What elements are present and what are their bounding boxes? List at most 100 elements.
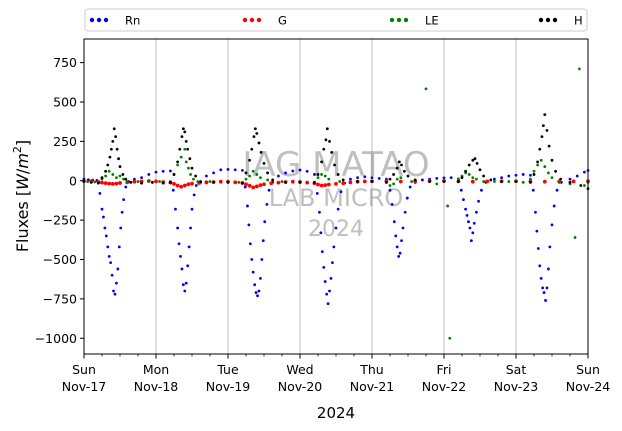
point-le-20 bbox=[189, 173, 192, 176]
legend-marker-rn-1 bbox=[96, 17, 102, 23]
legend-marker-rn-0 bbox=[89, 17, 95, 23]
point-rn-77 bbox=[320, 250, 324, 254]
point-le-8 bbox=[122, 177, 125, 181]
point-rn-20 bbox=[122, 198, 125, 202]
point-rn-86 bbox=[334, 226, 338, 230]
point-le-1 bbox=[93, 180, 97, 184]
point-rn-79 bbox=[323, 280, 327, 283]
point-rn-61 bbox=[259, 277, 262, 280]
point-le-39 bbox=[338, 180, 341, 183]
point-le-28 bbox=[251, 169, 255, 173]
point-rn-5 bbox=[100, 207, 104, 211]
point-rn-50 bbox=[241, 168, 244, 172]
point-g-25 bbox=[218, 179, 223, 184]
point-h-6 bbox=[108, 155, 112, 159]
point-le-63 bbox=[521, 180, 525, 184]
point-rn-147 bbox=[552, 204, 556, 208]
point-le-12 bbox=[158, 180, 162, 183]
xtick-day-4: Thu bbox=[359, 362, 383, 377]
point-rn-66 bbox=[267, 188, 271, 192]
point-rn-46 bbox=[212, 171, 216, 175]
point-rn-143 bbox=[545, 286, 549, 290]
point-rn-101 bbox=[397, 254, 401, 258]
point-rn-8 bbox=[104, 234, 108, 238]
point-h-55 bbox=[328, 139, 331, 143]
point-rn-75 bbox=[318, 210, 321, 214]
point-rn-122 bbox=[471, 231, 475, 235]
xtick-day-7: Sun bbox=[576, 362, 600, 377]
point-h-19 bbox=[161, 181, 165, 185]
legend-box bbox=[84, 8, 588, 32]
point-le-27 bbox=[248, 174, 252, 178]
point-h-51 bbox=[320, 160, 323, 164]
point-rn-132 bbox=[521, 173, 525, 176]
xtick-date-0: Nov-17 bbox=[62, 379, 106, 394]
point-rn-70 bbox=[291, 169, 295, 173]
point-rn-128 bbox=[493, 177, 496, 181]
point-h-12 bbox=[117, 157, 120, 161]
point-h-26 bbox=[183, 130, 187, 134]
point-rn-146 bbox=[550, 223, 554, 227]
point-rn-145 bbox=[548, 245, 552, 249]
legend-marker-g-2 bbox=[256, 17, 262, 23]
point-h-96 bbox=[559, 177, 563, 181]
point-g-10 bbox=[132, 179, 137, 184]
point-rn-47 bbox=[219, 168, 223, 172]
point-rn-27 bbox=[161, 169, 165, 173]
point-rn-109 bbox=[421, 178, 424, 182]
point-rn-121 bbox=[469, 239, 473, 243]
point-h-58 bbox=[336, 173, 340, 176]
data-points bbox=[82, 67, 590, 340]
point-h-48 bbox=[298, 180, 302, 184]
point-rn-7 bbox=[103, 226, 107, 230]
point-rn-19 bbox=[120, 210, 124, 214]
y-label-slash: / bbox=[13, 168, 32, 174]
point-h-61 bbox=[370, 180, 374, 183]
point-g-42 bbox=[316, 182, 320, 187]
point-rn-138 bbox=[538, 264, 542, 268]
point-h-75 bbox=[464, 169, 467, 173]
point-rn-24 bbox=[140, 176, 144, 180]
point-rn-85 bbox=[332, 245, 336, 249]
ytick-label-2: 250 bbox=[53, 134, 77, 149]
y-label-suffix: ] bbox=[13, 140, 32, 146]
point-h-11 bbox=[115, 147, 119, 151]
point-h-56 bbox=[330, 151, 334, 154]
point-g-35 bbox=[269, 181, 274, 186]
point-rn-52 bbox=[246, 204, 249, 208]
watermark-line-3: 2024 bbox=[308, 217, 364, 242]
point-le-60 bbox=[482, 180, 485, 183]
point-rn-116 bbox=[462, 198, 465, 202]
point-le-43 bbox=[388, 184, 392, 187]
point-h-88 bbox=[538, 147, 542, 151]
point-rn-136 bbox=[535, 229, 539, 233]
point-g-36 bbox=[276, 180, 281, 185]
point-h-8 bbox=[111, 139, 115, 143]
point-h-37 bbox=[248, 158, 252, 162]
point-h-50 bbox=[316, 173, 320, 176]
point-rn-126 bbox=[480, 188, 483, 192]
point-g-4 bbox=[103, 181, 108, 186]
point-rn-62 bbox=[260, 258, 264, 261]
point-rn-118 bbox=[465, 214, 469, 217]
point-rn-13 bbox=[112, 289, 115, 293]
point-rn-36 bbox=[183, 289, 187, 293]
xtick-date-6: Nov-23 bbox=[494, 379, 538, 394]
legend-marker-g-1 bbox=[249, 17, 255, 23]
point-h-43 bbox=[259, 151, 263, 154]
point-h-34 bbox=[226, 180, 230, 184]
point-g-63 bbox=[542, 179, 547, 184]
point-h-28 bbox=[186, 147, 190, 151]
point-h-60 bbox=[356, 180, 359, 183]
point-rn-56 bbox=[251, 270, 255, 274]
point-h-82 bbox=[489, 178, 493, 182]
point-rn-120 bbox=[468, 226, 472, 230]
point-h-52 bbox=[322, 147, 326, 151]
point-h-16 bbox=[129, 180, 133, 184]
point-le-4 bbox=[107, 169, 111, 173]
point-rn-141 bbox=[542, 291, 546, 294]
point-le-35 bbox=[316, 176, 320, 180]
point-h-92 bbox=[545, 128, 549, 132]
point-h-86 bbox=[532, 173, 536, 176]
